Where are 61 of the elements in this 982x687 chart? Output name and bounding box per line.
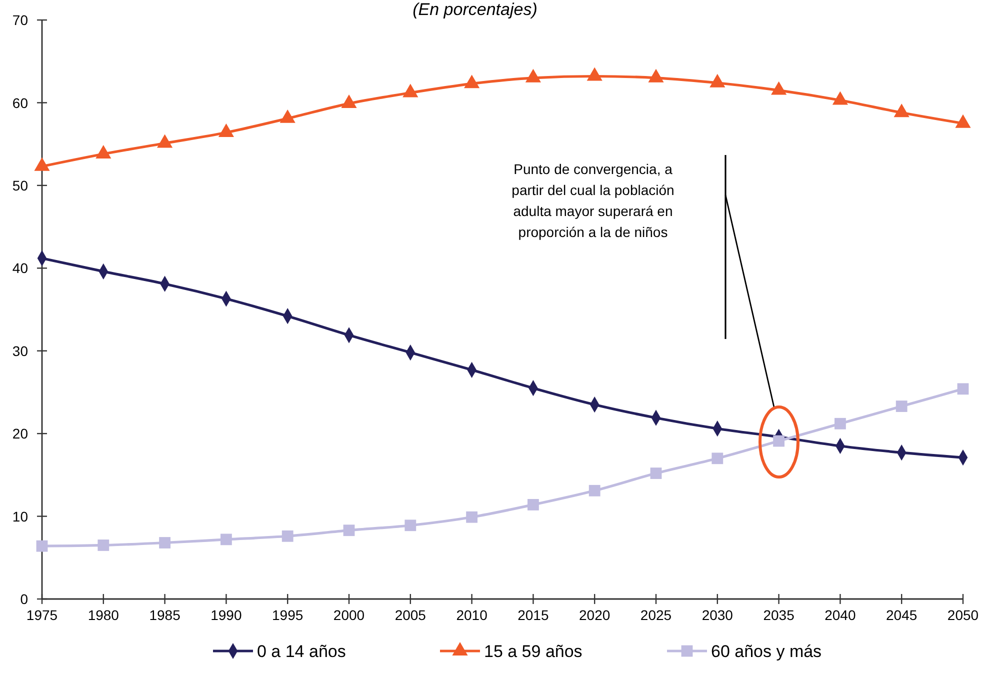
point: [341, 94, 357, 108]
y-tick-label: 30: [12, 342, 28, 359]
point: [771, 81, 787, 95]
y-tick-label: 50: [12, 177, 28, 194]
point: [464, 74, 480, 88]
x-tick-label: 2010: [456, 607, 488, 623]
x-tick-label: 2030: [702, 607, 734, 623]
point: [896, 400, 908, 412]
point: [525, 68, 541, 82]
y-tick-label: 20: [12, 426, 28, 442]
point: [466, 511, 478, 523]
point: [648, 68, 664, 82]
point: [955, 114, 971, 128]
point: [282, 530, 294, 542]
y-tick-label: 10: [12, 508, 28, 524]
x-tick-label: 2015: [518, 607, 549, 623]
point: [157, 134, 173, 148]
x-tick-label: 1980: [88, 607, 120, 623]
legend-label: 60 años y más: [711, 642, 822, 662]
x-tick-label: 1990: [210, 607, 242, 623]
x-tick-label: 2040: [824, 607, 856, 623]
point: [404, 520, 416, 532]
point: [773, 435, 784, 447]
point: [98, 540, 110, 551]
point: [894, 104, 910, 118]
point: [528, 499, 539, 510]
annotation: Punto de convergencia, a partir del cual la población adulta mayor superará en proporción a la de niños: [512, 161, 674, 240]
point: [159, 537, 170, 548]
point: [586, 67, 602, 81]
point: [36, 540, 48, 552]
x-tick-label: 2025: [640, 607, 672, 623]
point: [96, 145, 112, 158]
point: [650, 468, 662, 479]
point: [402, 84, 418, 98]
x-tick-label: 1985: [149, 607, 181, 623]
y-tick-label: 40: [12, 260, 28, 276]
point: [280, 109, 296, 123]
chart-title: (En porcentajes): [412, 0, 538, 19]
x-tick-label: 2035: [763, 607, 795, 623]
point: [832, 91, 848, 105]
y-tick-label: 60: [12, 94, 28, 111]
point: [834, 418, 846, 430]
point: [218, 124, 234, 137]
point: [588, 484, 600, 496]
legend-label: 15 a 59 años: [484, 642, 582, 662]
y-tick-label: 0: [20, 591, 28, 608]
point: [343, 524, 355, 536]
point: [220, 534, 232, 546]
x-tick-label: 2005: [394, 607, 426, 623]
x-tick-label: 1995: [272, 607, 304, 623]
point: [712, 452, 724, 464]
x-tick-label: 2020: [579, 607, 610, 623]
point: [957, 383, 969, 395]
x-tick-label: 2045: [886, 607, 918, 623]
x-tick-label: 2050: [947, 607, 979, 623]
legend-label: 0 a 14 años: [257, 642, 346, 662]
x-tick-label: 1975: [26, 607, 58, 623]
point: [710, 74, 726, 88]
x-tick-label: 2000: [333, 607, 365, 623]
point: [34, 157, 50, 171]
y-tick-label: 70: [12, 12, 28, 28]
